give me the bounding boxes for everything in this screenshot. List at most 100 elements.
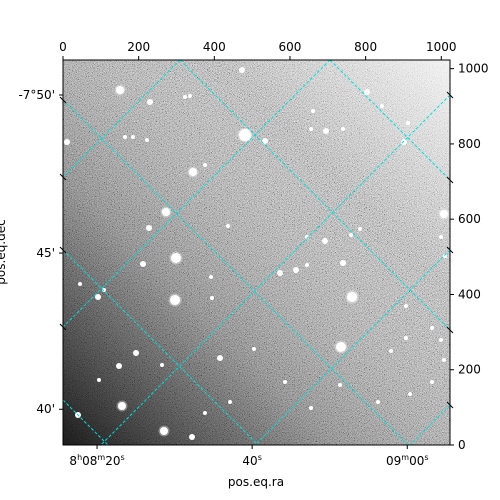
star-halo (116, 400, 128, 412)
star-source (147, 99, 153, 105)
edge-tick (59, 96, 67, 104)
top-tick-label: 400 (203, 40, 226, 54)
y-axis-title: pos.eq.dec (0, 219, 8, 284)
star-source (293, 267, 299, 273)
grid-line (63, 99, 409, 445)
ra-tick-label: 09m​00s​ (386, 453, 429, 468)
ra-tick-label: 40s​ (242, 453, 261, 468)
star-source (64, 139, 70, 145)
right-tick-label: 400 (458, 287, 481, 301)
edge-tick (446, 401, 454, 409)
right-tick-label: 200 (458, 363, 481, 377)
star-source (226, 224, 230, 228)
star-source (338, 383, 342, 387)
star-source (162, 208, 170, 216)
star-halo (160, 206, 172, 218)
star-source (131, 135, 135, 139)
star-source (340, 260, 346, 266)
top-tick-label: 800 (354, 40, 377, 54)
star-halo (187, 166, 199, 178)
dec-tick-label: 40' (36, 402, 55, 416)
star-source (228, 400, 232, 404)
ra-tick-label: 8h​08m​20s​ (69, 453, 124, 468)
plot-area (63, 60, 450, 445)
grid-line (63, 60, 331, 328)
top-tick-label: 200 (127, 40, 150, 54)
star-source (160, 427, 168, 435)
dec-tick-label: 45' (36, 246, 55, 260)
star-source (322, 238, 328, 244)
left-axis: -7°50' 45' 40' (18, 88, 454, 416)
right-tick-label: 1000 (458, 62, 489, 76)
star-source (380, 104, 384, 108)
star-source (123, 135, 127, 139)
star-source (358, 227, 362, 231)
star-source (341, 127, 345, 131)
star-source (311, 109, 315, 113)
top-axis: 0 200 400 600 800 1000 (59, 40, 457, 60)
image-brightness-gradient (63, 60, 450, 445)
star-source (140, 261, 146, 267)
top-tick-label: 600 (279, 40, 302, 54)
edge-tick (446, 246, 454, 254)
star-source (349, 233, 353, 237)
star-halo (345, 290, 359, 304)
star-source (102, 288, 106, 292)
edge-tick (446, 326, 454, 334)
star-source (171, 253, 181, 263)
star-source (116, 363, 122, 369)
grid-line (254, 249, 450, 445)
star-source (189, 168, 197, 176)
star-source (439, 338, 443, 342)
star-source (430, 326, 434, 330)
star-source (116, 86, 124, 94)
star-source (404, 304, 408, 308)
star-source (188, 94, 192, 98)
star-source (239, 129, 251, 141)
star-source (309, 127, 313, 131)
star-source (160, 363, 164, 367)
grid-line (63, 249, 259, 445)
star-halo (114, 84, 126, 96)
right-axis: 0 200 400 600 800 1000 (450, 62, 489, 452)
star-source (309, 406, 313, 410)
star-source (262, 138, 268, 144)
grid-line (63, 60, 181, 178)
star-source (170, 295, 180, 305)
star-halo (237, 127, 253, 143)
right-tick-label: 600 (458, 212, 481, 226)
star-source (408, 392, 412, 396)
star-source (95, 294, 101, 300)
edge-tick (446, 176, 454, 184)
star-source (203, 163, 207, 167)
dec-tick-label: -7°50' (18, 88, 55, 102)
star-source (78, 282, 82, 286)
star-source (305, 263, 309, 267)
star-source (336, 342, 346, 352)
x-axis-title: pos.eq.ra (228, 475, 284, 489)
grid-line (63, 399, 109, 445)
star-source (118, 402, 126, 410)
star-halo (438, 208, 450, 220)
star-source (440, 210, 448, 218)
star-source (239, 67, 245, 73)
star-source (401, 139, 407, 145)
grid-line (329, 60, 450, 181)
star-source (376, 400, 380, 404)
coordinate-grid (63, 60, 450, 445)
star-source (146, 225, 152, 231)
stars-layer (64, 67, 450, 440)
star-source (406, 121, 410, 125)
star-source (364, 89, 370, 95)
top-tick-label: 0 (59, 40, 67, 54)
star-source (404, 336, 408, 340)
star-halo (158, 425, 170, 437)
bottom-axis: 8h​08m​20s​ 40s​ 09m​00s​ (69, 445, 429, 468)
edge-tick (59, 246, 67, 254)
plot-frame (62, 59, 451, 446)
star-source (97, 378, 101, 382)
star-source (133, 350, 139, 356)
star-source (442, 358, 446, 362)
grid-line (100, 94, 450, 445)
